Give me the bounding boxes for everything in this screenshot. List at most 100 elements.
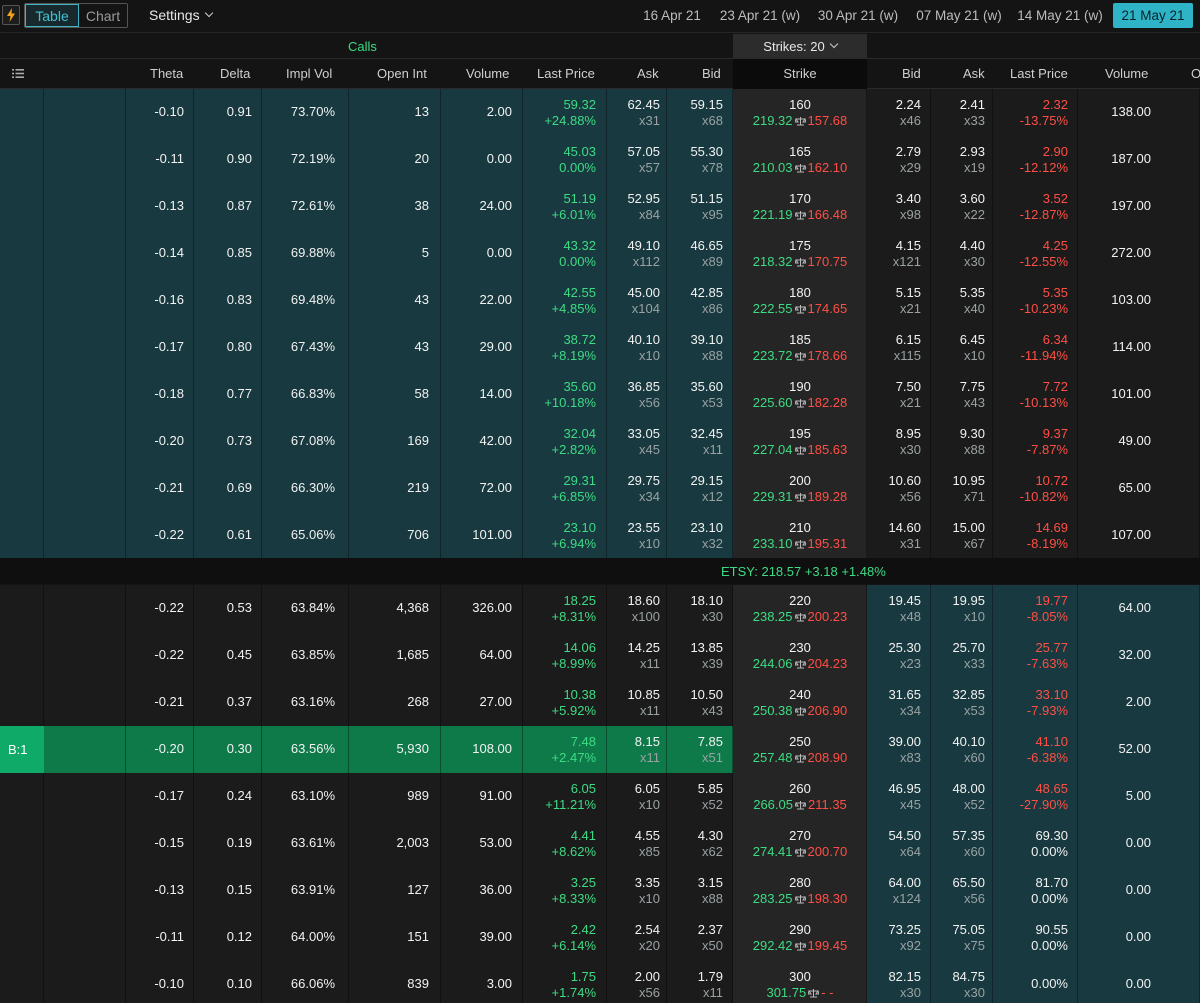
ask-value[interactable]: 6.05	[634, 781, 660, 796]
put-ask-value[interactable]: 65.50	[952, 875, 985, 890]
list-menu-icon[interactable]	[12, 68, 24, 79]
table-row[interactable]: -0.13 0.15 63.91% 127 36.00 3.25 +8.33% 3.35 x10…	[0, 867, 1200, 914]
put-ask-value[interactable]: 2.41	[959, 97, 985, 112]
bid-value[interactable]: 10.50	[690, 687, 723, 702]
ask-value[interactable]: 62.45	[627, 97, 660, 112]
put-bid-value[interactable]: 5.15	[895, 285, 921, 300]
ask-value[interactable]: 45.00	[627, 285, 660, 300]
expiration-tab-active[interactable]: 21 May 21	[1113, 3, 1193, 28]
col-impl-vol[interactable]: Impl Vol	[286, 66, 333, 81]
col-theta[interactable]: Theta	[150, 66, 184, 81]
tab-chart[interactable]: Chart	[79, 4, 127, 27]
put-bid-value[interactable]: 7.50	[895, 379, 921, 394]
put-bid-value[interactable]: 3.40	[895, 191, 921, 206]
bid-value[interactable]: 13.85	[690, 640, 723, 655]
put-bid-value[interactable]: 4.15	[895, 238, 921, 253]
expiration-tab[interactable]: 30 Apr 21 (w)	[817, 8, 899, 23]
table-row[interactable]: -0.11 0.12 64.00% 151 39.00 2.42 +6.14% 2.54 x20…	[0, 914, 1200, 961]
col-bid[interactable]: Bid	[702, 66, 721, 81]
ask-value[interactable]: 4.55	[634, 828, 660, 843]
ask-value[interactable]: 18.60	[627, 593, 660, 608]
table-row[interactable]: -0.22 0.45 63.85% 1,685 64.00 14.06 +8.99% 14.2…	[0, 632, 1200, 679]
expiration-tab[interactable]: 23 Apr 21 (w)	[719, 8, 801, 23]
table-row[interactable]: -0.11 0.90 72.19% 20 0.00 45.03 0.00% 57.05 x57 5…	[0, 136, 1200, 183]
ask-value[interactable]: 57.05	[627, 144, 660, 159]
ask-value[interactable]: 2.00	[634, 969, 660, 984]
bid-value[interactable]: 32.45	[690, 426, 723, 441]
put-bid-value[interactable]: 46.95	[888, 781, 921, 796]
expiration-tab[interactable]: 16 Apr 21	[643, 8, 701, 23]
ask-value[interactable]: 36.85	[627, 379, 660, 394]
ask-value[interactable]: 3.35	[634, 875, 660, 890]
col-put-bid[interactable]: Bid	[902, 66, 921, 81]
put-ask-value[interactable]: 3.60	[959, 191, 985, 206]
ask-value[interactable]: 49.10	[627, 238, 660, 253]
put-ask-value[interactable]: 5.35	[959, 285, 985, 300]
put-ask-value[interactable]: 84.75	[952, 969, 985, 984]
expiration-tab[interactable]: 07 May 21 (w)	[916, 8, 1002, 23]
put-bid-value[interactable]: 25.30	[888, 640, 921, 655]
col-put-volume[interactable]: Volume	[1105, 66, 1149, 81]
put-ask-value[interactable]: 2.93	[959, 144, 985, 159]
put-ask-value[interactable]: 57.35	[952, 828, 985, 843]
put-bid-value[interactable]: 2.79	[895, 144, 921, 159]
bid-value[interactable]: 5.85	[697, 781, 723, 796]
table-row[interactable]: -0.17 0.24 63.10% 989 91.00 6.05 +11.21% 6.05 x1…	[0, 773, 1200, 820]
ask-value[interactable]: 2.54	[634, 922, 660, 937]
put-ask-value[interactable]: 25.70	[952, 640, 985, 655]
col-open-int[interactable]: Open Int	[377, 66, 427, 81]
table-row[interactable]: -0.17 0.80 67.43% 43 29.00 38.72 +8.19% 40.10 x1…	[0, 324, 1200, 371]
ask-value[interactable]: 29.75	[627, 473, 660, 488]
settings-dropdown[interactable]: Settings	[149, 7, 213, 23]
bid-value[interactable]: 51.15	[690, 191, 723, 206]
put-ask-value[interactable]: 9.30	[959, 426, 985, 441]
lightning-icon[interactable]	[2, 5, 20, 25]
col-volume[interactable]: Volume	[466, 66, 510, 81]
bid-value[interactable]: 4.30	[697, 828, 723, 843]
bid-value[interactable]: 1.79	[697, 969, 723, 984]
put-bid-value[interactable]: 14.60	[888, 520, 921, 535]
bid-value[interactable]: 2.37	[697, 922, 723, 937]
bid-value[interactable]: 7.85	[697, 734, 723, 749]
put-ask-value[interactable]: 48.00	[952, 781, 985, 796]
put-ask-value[interactable]: 19.95	[952, 593, 985, 608]
bid-value[interactable]: 35.60	[690, 379, 723, 394]
bid-value[interactable]: 39.10	[690, 332, 723, 347]
put-bid-value[interactable]: 19.45	[888, 593, 921, 608]
put-ask-value[interactable]: 40.10	[952, 734, 985, 749]
bid-value[interactable]: 18.10	[690, 593, 723, 608]
bid-value[interactable]: 23.10	[690, 520, 723, 535]
table-row[interactable]: -0.18 0.77 66.83% 58 14.00 35.60 +10.18% 36.85 x…	[0, 371, 1200, 418]
table-row[interactable]: -0.21 0.37 63.16% 268 27.00 10.38 +5.92% 10.85 x…	[0, 679, 1200, 726]
table-row[interactable]: -0.10 0.10 66.06% 839 3.00 1.75 +1.74% 2.00 x56 1…	[0, 961, 1200, 1003]
tab-table[interactable]: Table	[25, 4, 79, 27]
put-bid-value[interactable]: 10.60	[888, 473, 921, 488]
put-ask-value[interactable]: 7.75	[959, 379, 985, 394]
ask-value[interactable]: 23.55	[627, 520, 660, 535]
col-overflow[interactable]: O	[1191, 66, 1200, 81]
put-bid-value[interactable]: 82.15	[888, 969, 921, 984]
table-row[interactable]: -0.20 0.30 63.56% 5,930 108.00 7.48 +2.47% 8.15…	[0, 726, 1200, 773]
expiration-tab[interactable]: 14 May 21 (w)	[1017, 8, 1103, 23]
table-row[interactable]: -0.22 0.61 65.06% 706 101.00 23.10 +6.94% 23.55…	[0, 512, 1200, 559]
put-bid-value[interactable]: 6.15	[895, 332, 921, 347]
table-row[interactable]: -0.16 0.83 69.48% 43 22.00 42.55 +4.85% 45.00 x1…	[0, 277, 1200, 324]
table-row[interactable]: -0.10 0.91 73.70% 13 2.00 59.32 +24.88% 62.45 x3…	[0, 89, 1200, 136]
ask-value[interactable]: 8.15	[634, 734, 660, 749]
bid-value[interactable]: 55.30	[690, 144, 723, 159]
bid-value[interactable]: 3.15	[697, 875, 723, 890]
put-bid-value[interactable]: 64.00	[888, 875, 921, 890]
put-ask-value[interactable]: 10.95	[952, 473, 985, 488]
col-put-last-price[interactable]: Last Price	[1010, 66, 1068, 81]
ask-value[interactable]: 10.85	[627, 687, 660, 702]
table-row[interactable]: -0.22 0.53 63.84% 4,368 326.00 18.25 +8.31% 18.…	[0, 585, 1200, 632]
bid-value[interactable]: 29.15	[690, 473, 723, 488]
col-put-ask[interactable]: Ask	[963, 66, 985, 81]
put-ask-value[interactable]: 32.85	[952, 687, 985, 702]
table-row[interactable]: -0.20 0.73 67.08% 169 42.00 32.04 +2.82% 33.05 x…	[0, 418, 1200, 465]
put-ask-value[interactable]: 75.05	[952, 922, 985, 937]
put-ask-value[interactable]: 4.40	[959, 238, 985, 253]
col-last-price[interactable]: Last Price	[537, 66, 595, 81]
put-bid-value[interactable]: 73.25	[888, 922, 921, 937]
put-bid-value[interactable]: 31.65	[888, 687, 921, 702]
